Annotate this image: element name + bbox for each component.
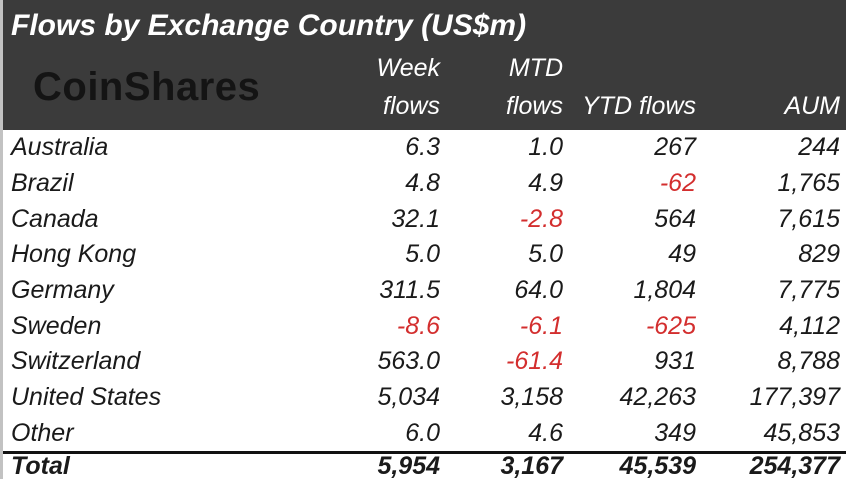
ytd-flows-cell: 49: [668, 240, 696, 269]
total-week-flows-cell: 5,954: [377, 452, 440, 479]
country-cell: Germany: [11, 276, 114, 305]
table-row-united-states: United States 5,034 3,158 42,263 177,397: [3, 380, 846, 416]
table-row-australia: Australia 6.3 1.0 267 244: [3, 130, 846, 166]
mtd-flows-cell: 64.0: [514, 276, 563, 305]
mtd-flows-cell: -2.8: [519, 204, 563, 233]
aum-cell: 4,112: [779, 311, 840, 340]
ytd-flows-cell: 931: [654, 347, 696, 376]
aum-cell: 8,788: [777, 347, 840, 376]
total-label-cell: Total: [11, 452, 70, 479]
table-row-hong-kong: Hong Kong 5.0 5.0 49 829: [3, 237, 846, 273]
table-row-germany: Germany 311.5 64.0 1,804 7,775: [3, 273, 846, 309]
week-flows-cell: 563.0: [377, 347, 440, 376]
table-row-brazil: Brazil 4.8 4.9 -62 1,765: [3, 166, 846, 202]
table-body: Australia 6.3 1.0 267 244 Brazil 4.8 4.9…: [3, 130, 846, 479]
column-header-aum-label: AUM: [784, 92, 840, 120]
column-header-week-flows: Week flows: [320, 45, 446, 130]
table-row-other: Other 6.0 4.6 349 45,853: [3, 416, 846, 452]
table-row-switzerland: Switzerland 563.0 -61.4 931 8,788: [3, 344, 846, 380]
column-header-aum: AUM: [702, 45, 846, 130]
week-flows-cell: 4.8: [405, 169, 440, 198]
week-flows-cell: 6.0: [405, 418, 440, 447]
column-header-row: CoinShares Week flows MTD flows YTD flow…: [3, 45, 846, 130]
coinshares-logo: CoinShares: [33, 65, 261, 109]
column-header-ytd-flows: YTD flows: [569, 45, 702, 130]
country-cell: United States: [11, 383, 162, 412]
aum-cell: 7,615: [777, 204, 840, 233]
ytd-flows-cell: 267: [654, 133, 696, 162]
week-flows-cell: -8.6: [396, 311, 440, 340]
table-row-canada: Canada 32.1 -2.8 564 7,615: [3, 201, 846, 237]
aum-cell: 45,853: [763, 418, 840, 447]
aum-cell: 177,397: [749, 383, 840, 412]
aum-cell: 7,775: [777, 276, 840, 305]
ytd-flows-cell: 349: [654, 418, 696, 447]
ytd-flows-cell: 1,804: [633, 276, 696, 305]
column-header-ytd-label: YTD flows: [582, 92, 696, 120]
aum-cell: 829: [798, 240, 840, 269]
total-mtd-flows-cell: 3,167: [500, 452, 563, 479]
table-row-total: Total 5,954 3,167 45,539 254,377: [3, 451, 846, 479]
week-flows-cell: 6.3: [405, 133, 440, 162]
week-flows-cell: 311.5: [379, 276, 440, 305]
column-header-mtd-flows: MTD flows: [446, 45, 569, 130]
page-title: Flows by Exchange Country (US$m): [11, 9, 527, 42]
aum-cell: 1,765: [777, 169, 840, 198]
country-cell: Australia: [11, 133, 109, 162]
mtd-flows-cell: -61.4: [506, 347, 563, 376]
logo-cell: CoinShares: [3, 45, 320, 130]
country-cell: Sweden: [11, 311, 102, 340]
column-header-mtd-line1: MTD: [508, 54, 563, 82]
aum-cell: 244: [798, 133, 840, 162]
mtd-flows-cell: 4.9: [528, 169, 563, 198]
total-aum-cell: 254,377: [749, 452, 840, 479]
ytd-flows-cell: -625: [645, 311, 696, 340]
week-flows-cell: 5.0: [405, 240, 440, 269]
country-cell: Canada: [11, 204, 99, 233]
ytd-flows-cell: -62: [659, 169, 696, 198]
ytd-flows-cell: 42,263: [619, 383, 696, 412]
country-cell: Hong Kong: [11, 240, 137, 269]
ytd-flows-cell: 564: [654, 204, 696, 233]
mtd-flows-cell: -6.1: [519, 311, 563, 340]
mtd-flows-cell: 5.0: [528, 240, 563, 269]
total-ytd-flows-cell: 45,539: [619, 452, 696, 479]
mtd-flows-cell: 4.6: [528, 418, 563, 447]
country-cell: Switzerland: [11, 347, 141, 376]
mtd-flows-cell: 3,158: [500, 383, 563, 412]
table-row-sweden: Sweden -8.6 -6.1 -625 4,112: [3, 308, 846, 344]
column-header-mtd-line2: flows: [506, 92, 563, 120]
country-cell: Other: [11, 418, 74, 447]
week-flows-cell: 32.1: [391, 204, 440, 233]
table-header: Flows by Exchange Country (US$m) CoinSha…: [3, 0, 846, 130]
column-header-week-line1: Week: [376, 54, 440, 82]
mtd-flows-cell: 1.0: [528, 133, 563, 162]
week-flows-cell: 5,034: [377, 383, 440, 412]
column-header-week-line2: flows: [383, 92, 440, 120]
country-cell: Brazil: [11, 169, 74, 198]
